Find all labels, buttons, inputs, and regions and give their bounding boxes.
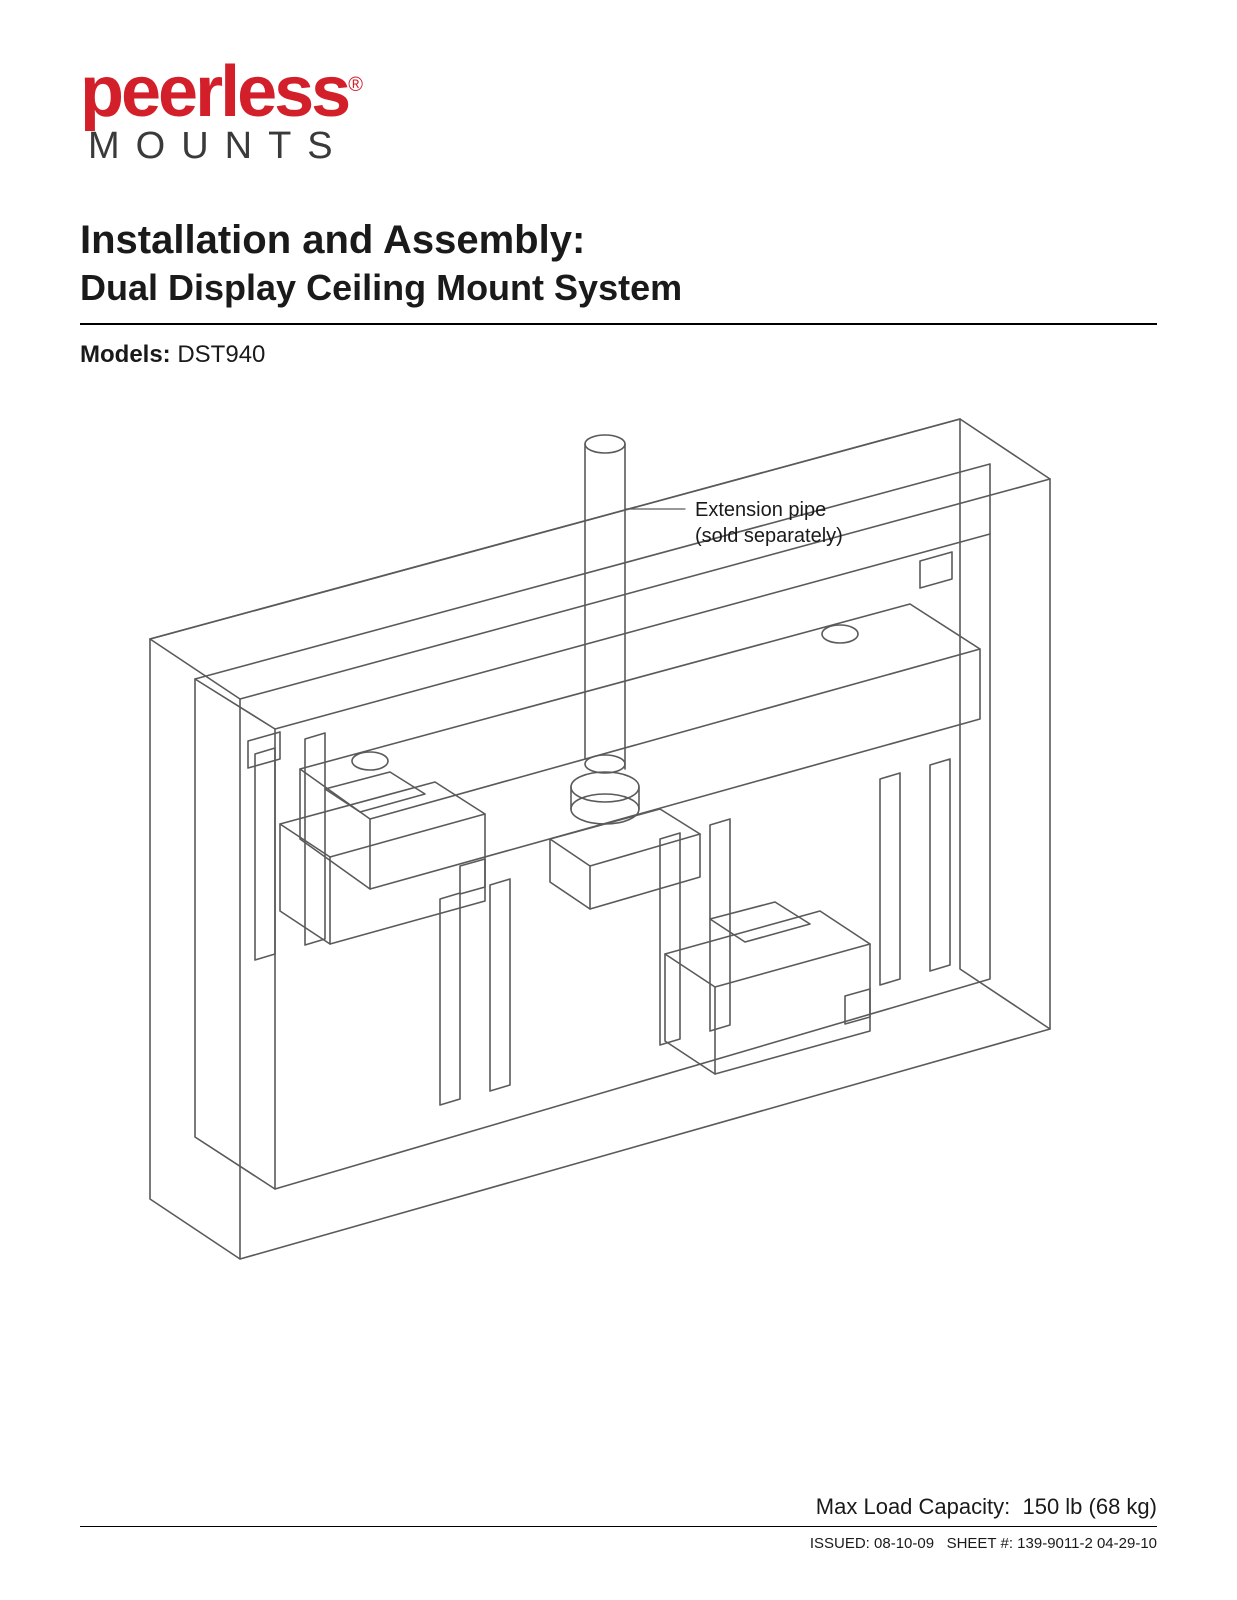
issued-value: 08-10-09: [874, 1535, 934, 1552]
models-label: Models:: [80, 341, 171, 368]
title-block: Installation and Assembly: Dual Display …: [80, 218, 1157, 309]
footer-meta: ISSUED: 08-10-09 SHEET #: 139-9011-2 04-…: [80, 1535, 1157, 1552]
page-footer: Max Load Capacity: 150 lb (68 kg) ISSUED…: [80, 1494, 1157, 1552]
logo-wordmark: peerless®: [80, 60, 1157, 125]
isometric-drawing: [80, 389, 1157, 1269]
callout-label: Extension pipe (sold separately): [695, 497, 843, 549]
capacity-label: Max Load Capacity:: [816, 1494, 1010, 1519]
callout-line2: (sold separately): [695, 523, 843, 549]
logo-registered: ®: [348, 74, 363, 96]
logo-top-text: peerless: [80, 52, 348, 132]
brand-logo: peerless® MOUNTS: [80, 60, 1157, 168]
sheet-value: 139-9011-2 04-29-10: [1017, 1535, 1157, 1552]
footer-capacity: Max Load Capacity: 150 lb (68 kg): [80, 1494, 1157, 1520]
callout-line1: Extension pipe: [695, 497, 843, 523]
title-divider: [80, 323, 1157, 325]
capacity-value: 150 lb (68 kg): [1022, 1494, 1157, 1519]
models-line: Models: DST940: [80, 341, 1157, 369]
models-value: DST940: [177, 341, 265, 368]
footer-divider: [80, 1526, 1157, 1527]
product-diagram: Extension pipe (sold separately): [80, 389, 1157, 1269]
issued-label: ISSUED:: [810, 1535, 870, 1552]
title-sub: Dual Display Ceiling Mount System: [80, 267, 1157, 309]
sheet-label: SHEET #:: [947, 1535, 1013, 1552]
title-main: Installation and Assembly:: [80, 218, 1157, 263]
